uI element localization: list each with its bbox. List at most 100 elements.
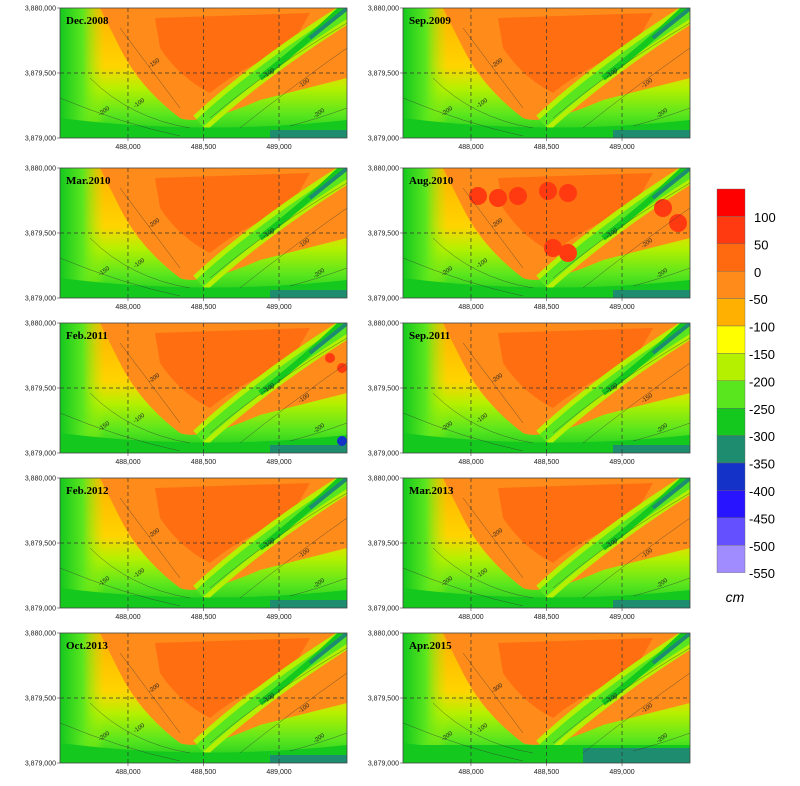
x-tick-label: 488,000 (458, 769, 483, 776)
ridge-core (258, 633, 347, 706)
ridge-core (258, 323, 347, 396)
y-tick-label: 3,879,000 (25, 296, 56, 303)
x-tick-label: 489,000 (609, 769, 634, 776)
contour-line (239, 47, 347, 129)
contour-line (552, 182, 690, 279)
contour-line (119, 27, 181, 109)
colorbar-cell (716, 408, 746, 436)
colorbar: 100 50 0 -50 -100 -150 -200 -250 -300 -350 -400 -45… (716, 188, 776, 605)
y-tick-label: 3,879,000 (25, 451, 56, 458)
contour-line (119, 497, 181, 579)
ridge-tip (651, 633, 690, 665)
colorbar-cell (716, 490, 746, 518)
panel-title: Apr.2015 (409, 640, 452, 652)
contour-line (60, 412, 181, 452)
contour-line (462, 342, 524, 424)
hotspot (469, 187, 487, 205)
contour-line (462, 187, 524, 269)
contour-line (432, 392, 534, 444)
contour-line (89, 237, 191, 289)
colorbar-label: 0 (754, 265, 761, 280)
contour-line (119, 652, 181, 734)
panel-title: Dec.2008 (66, 15, 109, 27)
y-tick-label: 3,879,500 (368, 231, 399, 238)
y-tick-label: 3,879,500 (25, 696, 56, 703)
bottom-deep (613, 445, 690, 453)
blue-spot (337, 436, 347, 446)
colorbar-label: -350 (749, 457, 775, 472)
y-tick-label: 3,879,500 (368, 541, 399, 548)
ridge-core (258, 168, 347, 241)
y-tick-label: 3,880,000 (368, 631, 399, 638)
hotspot (325, 353, 335, 363)
ridge-core (601, 168, 690, 241)
panel-title: Mar.2013 (409, 485, 454, 497)
y-tick-label: 3,879,500 (25, 231, 56, 238)
x-tick-label: 488,000 (115, 459, 140, 466)
y-tick-label: 3,879,500 (25, 541, 56, 548)
contour-line (209, 492, 347, 589)
ridge-core (601, 8, 690, 81)
contour-line (632, 267, 690, 287)
hotspot (544, 239, 562, 257)
ridge-core (258, 8, 347, 81)
x-tick-label: 489,000 (609, 144, 634, 151)
x-tick-label: 488,000 (458, 614, 483, 621)
bottom-deep (270, 445, 347, 453)
x-tick-label: 489,000 (266, 459, 291, 466)
x-tick-label: 488,000 (115, 144, 140, 151)
hotspot (489, 189, 507, 207)
panel-title: Feb.2012 (66, 485, 109, 497)
contour-line (432, 702, 534, 754)
contour-line (289, 107, 347, 127)
ridge-core (258, 478, 347, 551)
contour-line (209, 337, 347, 434)
contour-line (60, 257, 181, 297)
bottom-deep (613, 290, 690, 298)
colorbar-cell (716, 298, 746, 327)
ridge-core (601, 478, 690, 551)
colorbar-label: -500 (749, 539, 775, 554)
colorbar-label: 100 (754, 210, 776, 225)
colorbar-cell (716, 325, 746, 354)
y-tick-label: 3,880,000 (25, 321, 56, 328)
x-tick-label: 488,000 (458, 144, 483, 151)
contour-line (462, 652, 524, 734)
x-tick-label: 488,500 (534, 144, 559, 151)
hotspot (337, 363, 347, 373)
colorbar-cell (716, 380, 746, 409)
colorbar-label: -150 (749, 347, 775, 362)
contour-line (632, 732, 690, 752)
x-tick-label: 488,000 (115, 304, 140, 311)
bottom-deep (613, 130, 690, 138)
y-tick-label: 3,879,000 (368, 606, 399, 613)
colorbar-cell (716, 216, 746, 244)
contour-line (403, 257, 524, 297)
contour-line (552, 337, 690, 434)
y-tick-label: 3,879,000 (368, 296, 399, 303)
contour-line (632, 422, 690, 442)
colorbar-label: 50 (754, 237, 768, 252)
contour-line (403, 97, 524, 137)
x-tick-label: 488,500 (191, 304, 216, 311)
x-tick-label: 488,000 (115, 614, 140, 621)
contour-line (289, 422, 347, 442)
panel-title: Sep.2011 (409, 330, 450, 342)
contour-line (119, 342, 181, 424)
y-tick-label: 3,880,000 (368, 476, 399, 483)
contour-line (209, 182, 347, 279)
y-tick-label: 3,879,000 (25, 136, 56, 143)
colorbar-label: -550 (749, 566, 775, 581)
colorbar-cell (716, 545, 746, 573)
hotspot (654, 199, 672, 217)
x-tick-label: 488,000 (458, 304, 483, 311)
contour-line (582, 207, 690, 289)
contour-line (432, 547, 534, 599)
x-tick-label: 489,000 (266, 304, 291, 311)
